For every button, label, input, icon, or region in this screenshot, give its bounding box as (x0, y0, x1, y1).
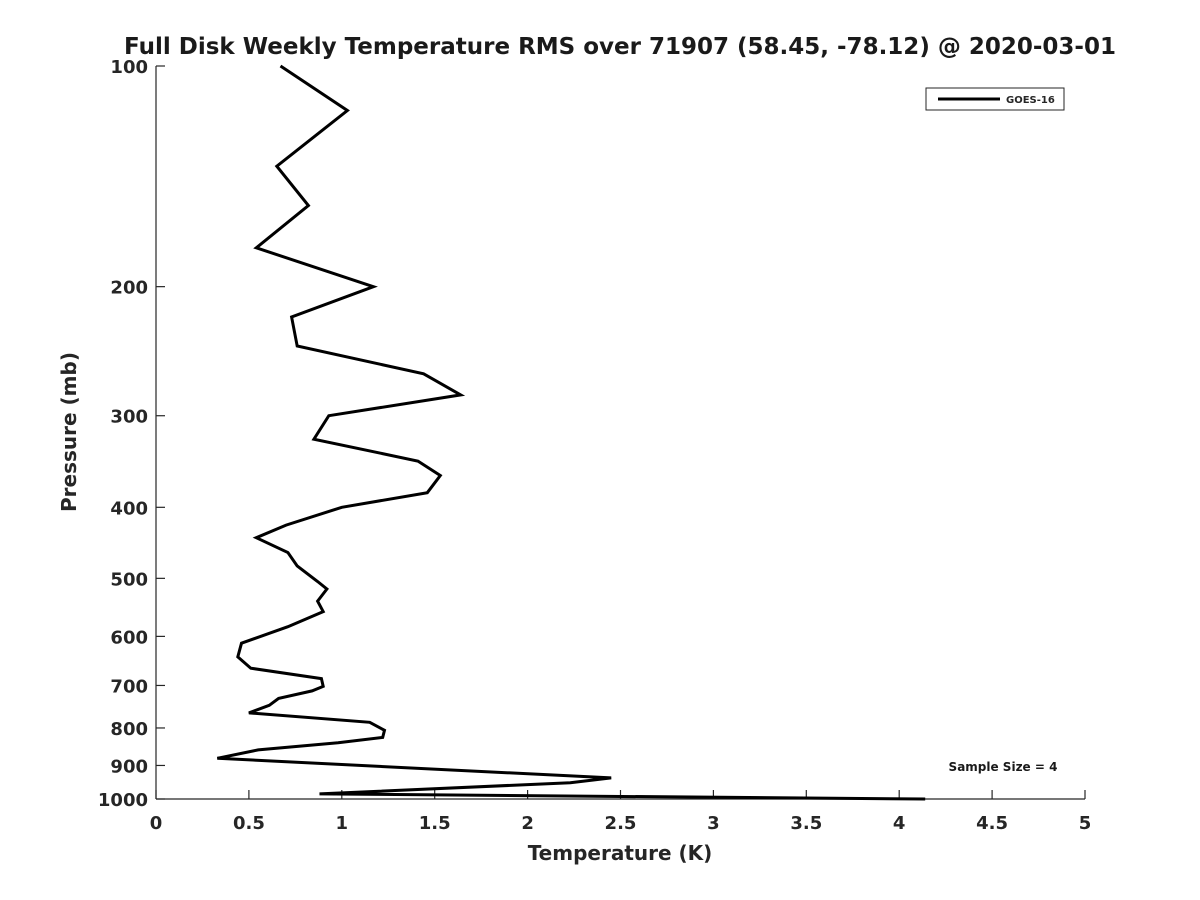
x-tick-label: 2 (521, 813, 534, 834)
y-tick-label: 200 (110, 278, 148, 299)
x-tick-label: 1.5 (419, 813, 451, 834)
y-axis-label: Pressure (mb) (57, 352, 81, 512)
y-tick-label: 300 (110, 407, 148, 428)
sample-size-annotation: Sample Size = 4 (949, 760, 1058, 774)
legend: GOES-16 (925, 87, 1065, 111)
y-tick-label: 100 (110, 57, 148, 78)
x-axis-label: Temperature (K) (528, 841, 713, 865)
x-tick-label: 0 (150, 813, 163, 834)
series-line-goes-16 (216, 64, 926, 801)
x-tick-label: 3 (707, 813, 720, 834)
legend-label: GOES-16 (1006, 95, 1055, 106)
y-tick-label: 1000 (98, 790, 148, 811)
plot-area (156, 66, 1085, 799)
x-tick-label: 0.5 (233, 813, 265, 834)
x-tick-label: 3.5 (790, 813, 822, 834)
y-tick-label: 900 (110, 756, 148, 777)
x-tick-label: 5 (1079, 813, 1092, 834)
y-ticks: 100 200 300 400 500 600 700 800 900 1000 (98, 57, 165, 811)
x-ticks: 0 0.5 1 1.5 2 2.5 3 3.5 4 4.5 5 (150, 790, 1092, 834)
y-tick-label: 400 (110, 498, 148, 519)
y-tick-label: 500 (110, 569, 148, 590)
x-tick-label: 2.5 (605, 813, 637, 834)
x-tick-label: 1 (336, 813, 349, 834)
y-tick-label: 700 (110, 676, 148, 697)
y-tick-label: 800 (110, 719, 148, 740)
x-tick-label: 4.5 (976, 813, 1008, 834)
x-tick-label: 4 (893, 813, 906, 834)
y-tick-label: 600 (110, 627, 148, 648)
chart-title: Full Disk Weekly Temperature RMS over 71… (124, 34, 1116, 60)
